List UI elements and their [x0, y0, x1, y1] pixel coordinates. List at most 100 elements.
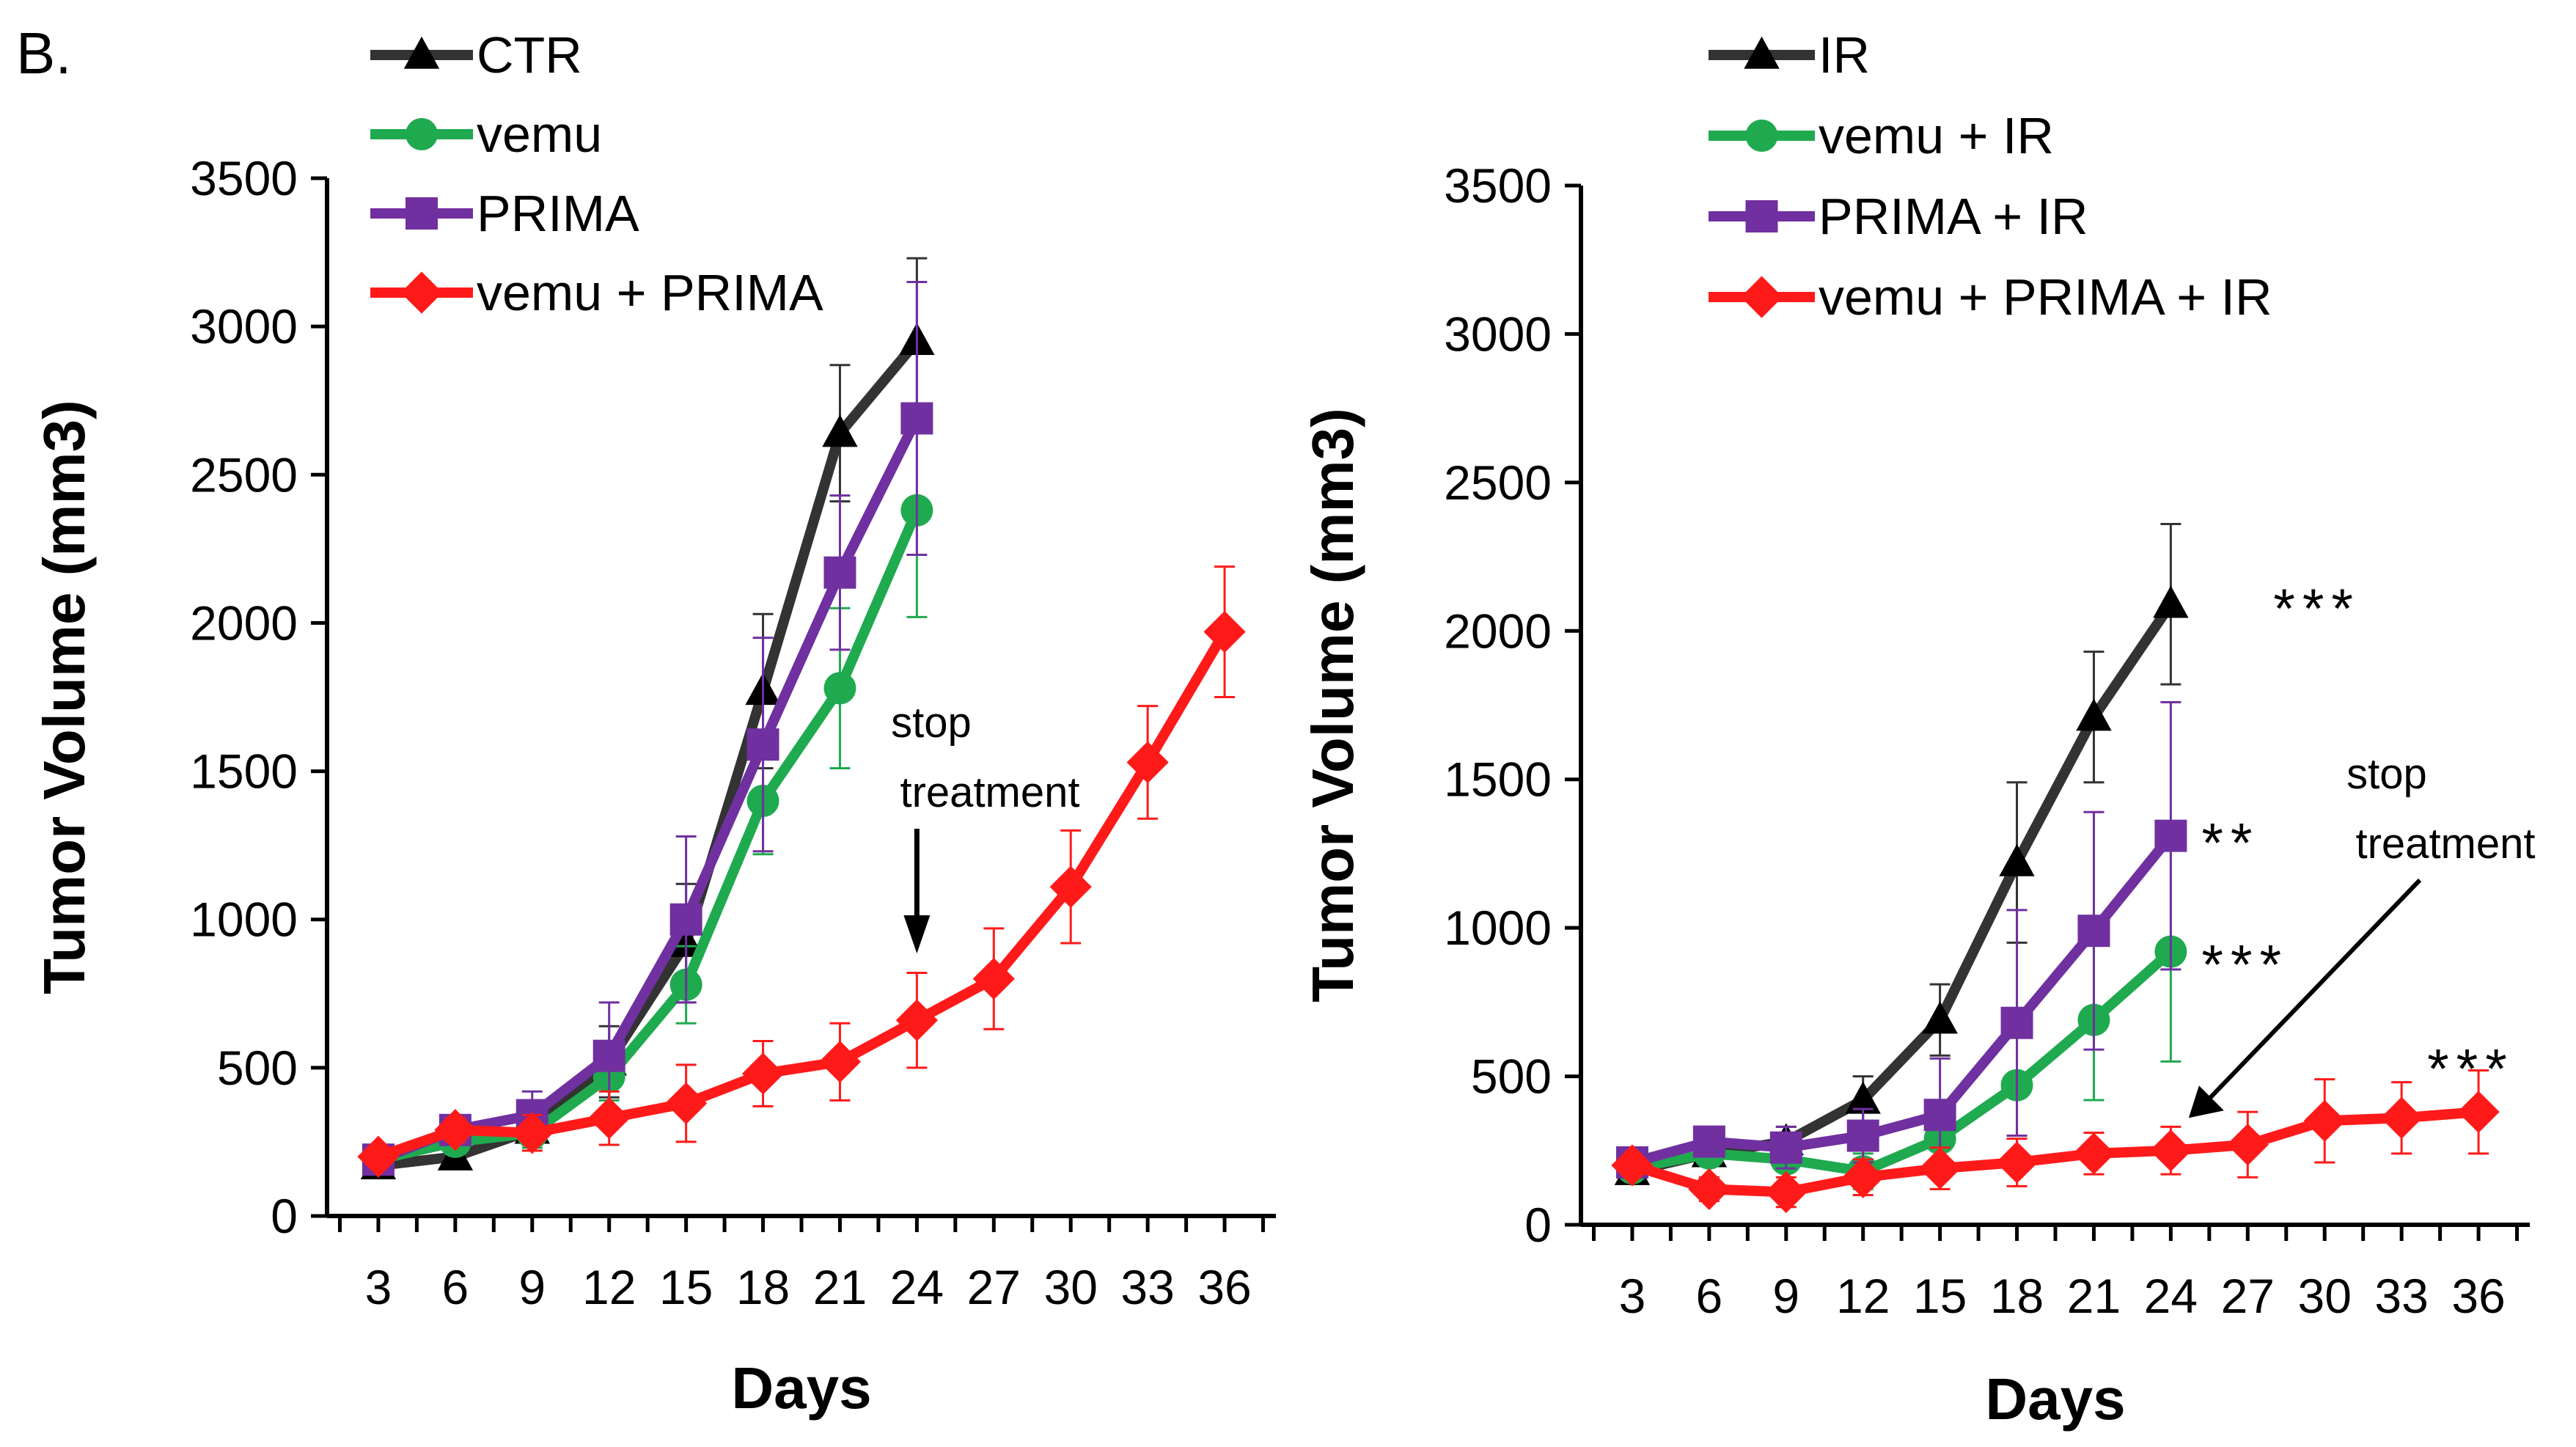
data-point [434, 1109, 477, 1151]
chart2-legend-item-ir: IR [1709, 26, 1870, 84]
data-point [1846, 1119, 1879, 1152]
data-point [895, 999, 938, 1041]
chart2-significance-label: *** [2273, 578, 2360, 640]
chart1-x-tick-label: 36 [1197, 1260, 1251, 1314]
chart2-series-vemu-prima-ir [1611, 1069, 2500, 1214]
chart2-significance-label: ** [2201, 813, 2259, 875]
data-point [1769, 1131, 1802, 1164]
legend-label: vemu + IR [1819, 107, 2054, 164]
chart2-y-tick-label: 0 [1524, 1198, 1552, 1252]
series-line [378, 337, 921, 1171]
chart2-x-tick-label: 9 [1772, 1269, 1799, 1323]
chart1-y-tick-label: 1500 [190, 744, 298, 799]
chart1-legend-item-ctr: CTR [370, 26, 582, 84]
chart1-y-tick-label: 3000 [190, 299, 298, 353]
chart1-series-ctr [360, 257, 935, 1179]
data-point [592, 1039, 625, 1072]
data-point [2303, 1099, 2346, 1142]
chart1-series-prima [362, 281, 933, 1176]
legend-marker [403, 36, 440, 69]
chart2-y-tick-label: 3000 [1444, 307, 1552, 361]
data-point [1842, 1156, 1885, 1198]
data-point [357, 1135, 400, 1178]
chart1-y-tick-label: 1000 [190, 893, 298, 947]
chart2-x-axis-title: Days [1985, 1366, 2125, 1432]
data-point [2000, 1006, 2033, 1039]
chart1-x-tick-label: 3 [365, 1260, 392, 1314]
chart2-y-tick-label: 2000 [1444, 604, 1552, 658]
chart2-series-ir [1614, 523, 2189, 1185]
data-point [2072, 1132, 2116, 1175]
legend-marker [1740, 276, 1783, 318]
data-point [741, 1052, 785, 1095]
data-point [1845, 1081, 1881, 1114]
data-point [1692, 1125, 1725, 1158]
chart1-stop-treatment-annotation: stop treatment [891, 699, 1080, 953]
data-point [2076, 698, 2112, 731]
data-point [588, 1096, 631, 1140]
data-point [665, 1082, 708, 1124]
chart1-x-tick-label: 30 [1044, 1260, 1098, 1314]
data-point [2226, 1124, 2269, 1166]
chart1-y-tick-label: 0 [271, 1189, 298, 1243]
legend-marker [1744, 36, 1780, 69]
annotation-arrowhead [903, 915, 931, 953]
chart2-x-tick-label: 21 [2067, 1269, 2121, 1323]
legend-marker [1745, 200, 1778, 232]
chart2-x-tick-label: 6 [1696, 1269, 1723, 1323]
data-point [2380, 1096, 2423, 1139]
chart2-y-tick-label: 2500 [1444, 455, 1552, 510]
data-point [1049, 865, 1092, 908]
data-point [1126, 741, 1169, 784]
data-point [2149, 1129, 2192, 1172]
chart2-series-prima-ir [1615, 700, 2187, 1179]
data-point [822, 414, 858, 447]
chart2-y-axis-title: Tumor Volume (mm3) [1300, 408, 1365, 1002]
data-point [2153, 585, 2189, 618]
legend-label: vemu + PRIMA + IR [1819, 268, 2272, 326]
chart1-x-tick-label: 12 [582, 1260, 636, 1314]
legend-label: CTR [477, 26, 582, 84]
chart1-x-tick-label: 27 [967, 1260, 1021, 1314]
chart1-x-tick-label: 9 [518, 1260, 546, 1314]
chart2-x-tick-label: 12 [1836, 1269, 1890, 1323]
chart2-x-tick-label: 27 [2221, 1269, 2275, 1323]
series-line [1630, 1107, 2479, 1198]
chart2-significance-label: *** [2201, 934, 2289, 997]
chart2-x-tick-label: 15 [1913, 1269, 1967, 1323]
chart1-y-tick-label: 2000 [190, 596, 298, 650]
data-point [1919, 1147, 1962, 1190]
chart1-x-tick-label: 6 [442, 1260, 469, 1314]
legend-label: IR [1819, 26, 1870, 84]
data-point [1922, 1001, 1958, 1034]
annotation-arrow [2203, 878, 2422, 1105]
legend-marker [406, 197, 438, 230]
series-line [376, 629, 1230, 1162]
chart1-x-tick-label: 15 [659, 1260, 713, 1314]
legend-marker [406, 118, 438, 150]
chart2-x-tick-label: 18 [1990, 1269, 2044, 1323]
legend-label: vemu + PRIMA [477, 264, 823, 321]
chart1-legend-item-vemu: vemu [370, 106, 602, 163]
legend-marker [1745, 120, 1778, 152]
chart2-stop-treatment-annotation: stop treatment [2188, 750, 2536, 1118]
chart2-y-tick-label: 1000 [1444, 901, 1552, 955]
data-point [1995, 1141, 2039, 1184]
data-point [1611, 1144, 1654, 1187]
chart2-x-tick-label: 24 [2144, 1269, 2198, 1323]
annotation-text: treatment [2356, 820, 2536, 868]
data-point [1923, 1099, 1956, 1132]
annotation-arrowhead [2188, 1085, 2224, 1118]
chart1-legend-item-vemu-prima: vemu + PRIMA [370, 264, 823, 321]
legend-marker [400, 271, 443, 314]
chart1-y-tick-label: 500 [217, 1041, 298, 1095]
annotation-text: treatment [900, 769, 1080, 816]
data-point [2457, 1091, 2500, 1133]
legend-label: PRIMA [477, 185, 639, 242]
chart2-x-tick-label: 36 [2451, 1269, 2505, 1323]
chart2-x-tick-label: 30 [2298, 1269, 2352, 1323]
legend-label: vemu [477, 106, 602, 163]
data-point [511, 1112, 554, 1154]
